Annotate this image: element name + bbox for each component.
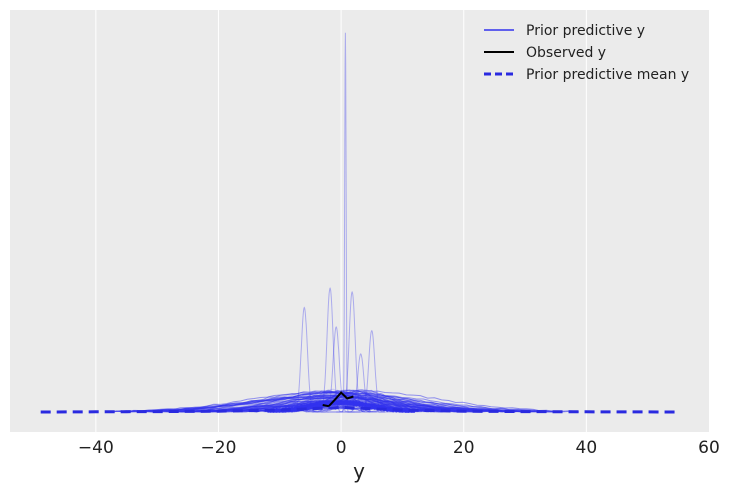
- prior-predictive-curve: [174, 391, 465, 413]
- x-tick-label: 60: [698, 438, 720, 458]
- prior-predictive-spike: [327, 290, 377, 413]
- prior-predictive-spike: [305, 287, 355, 413]
- x-tick-labels: −40 −20 0 20 40 60: [78, 438, 720, 458]
- x-tick-label: 20: [453, 438, 475, 458]
- prior-predictive-spike: [336, 353, 386, 413]
- legend-label-mean: Prior predictive mean y: [526, 67, 689, 83]
- legend: Prior predictive y Observed y Prior pred…: [484, 23, 689, 83]
- prior-predictive-spike: [311, 326, 361, 413]
- grid-lines: [95, 10, 587, 432]
- x-axis-label: y: [353, 459, 365, 483]
- prior-predictive-spike: [320, 32, 370, 413]
- prior-predictive-curve: [130, 394, 541, 413]
- legend-label-observed: Observed y: [526, 45, 606, 61]
- x-tick-label: −20: [201, 438, 237, 458]
- prior-predictive-curve: [181, 394, 527, 413]
- x-tick-label: 40: [576, 438, 598, 458]
- prior-predictive-curve: [121, 396, 531, 413]
- prior-predictive-curve: [267, 400, 415, 413]
- prior-predictive-curve: [193, 394, 465, 413]
- observed-line: [322, 391, 354, 408]
- x-tick-label: 0: [336, 438, 347, 458]
- legend-label-prior: Prior predictive y: [526, 23, 645, 39]
- plot-background: [10, 10, 709, 432]
- prior-predictive-curve: [177, 390, 482, 413]
- prior-predictive-spike: [347, 329, 397, 413]
- mean-line: [40, 405, 679, 414]
- x-tick-label: −40: [78, 438, 114, 458]
